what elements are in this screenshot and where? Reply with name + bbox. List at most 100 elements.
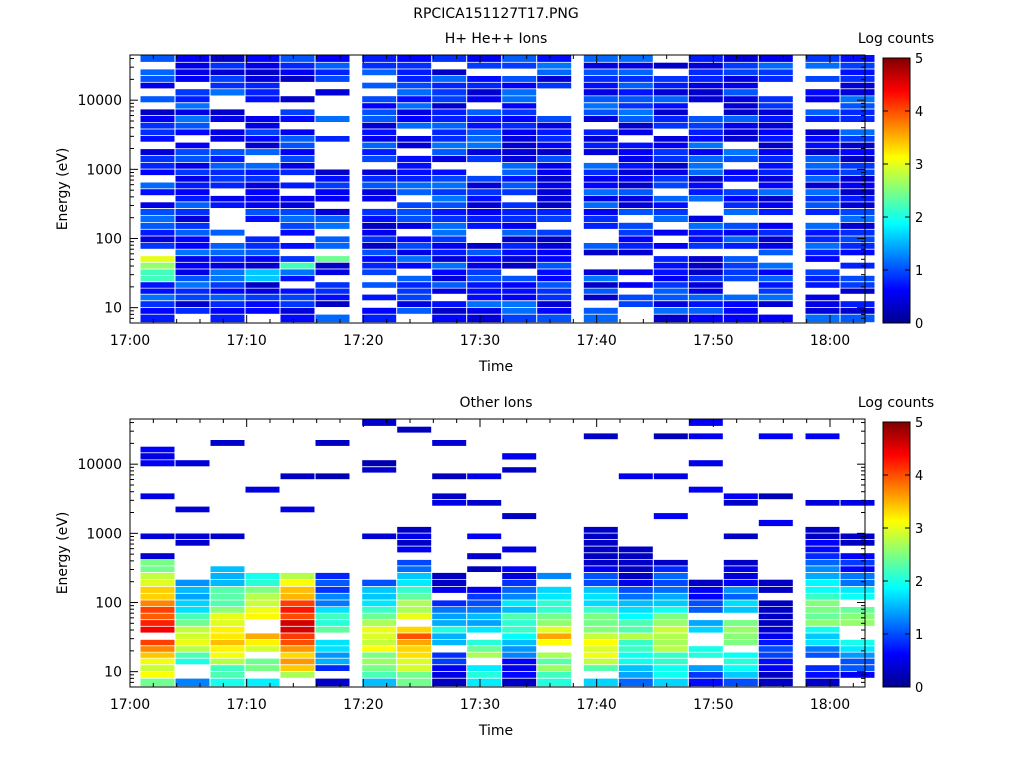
heatmap-cell [432,142,467,149]
heatmap-cell [140,646,175,652]
y-tick-label: 10 [104,665,122,681]
heatmap-cell [140,301,175,307]
heatmap-cell [362,142,397,149]
heatmap-cell [175,142,210,149]
heatmap-cell [315,593,350,600]
heatmap-cell [723,55,758,62]
heatmap-cell [210,600,245,607]
heatmap-cell [280,301,315,307]
heatmap-cell [280,182,315,189]
heatmap-cell [618,566,653,572]
heatmap-cell [758,600,793,607]
heatmap-cell [537,149,572,156]
heatmap-cell [653,579,688,586]
heatmap-cell [362,215,397,222]
heatmap-cell [537,671,572,678]
heatmap-cell [502,626,537,633]
heatmap-cell [362,96,397,103]
heatmap-cell [805,433,840,440]
heatmap-cell [805,607,840,613]
heatmap-cell [362,256,397,262]
heatmap-cell [210,195,245,202]
heatmap-cell [840,129,875,136]
heatmap-cell [362,633,397,640]
heatmap-cell [362,208,397,215]
heatmap-cell [245,579,280,586]
heatmap-cell [280,96,315,103]
heatmap-cell [583,136,618,142]
heatmap-cell [175,294,210,301]
heatmap-cell [175,175,210,182]
heatmap-cell [245,282,280,288]
heatmap-cell [653,613,688,620]
heatmap-cell [502,307,537,314]
heatmap-cell [723,533,758,540]
heatmap-cell [502,256,537,262]
heatmap-cell [688,275,723,282]
heatmap-cell [583,109,618,116]
heatmap-cell [583,282,618,288]
heatmap-cell [758,301,793,307]
heatmap-cell [618,559,653,566]
heatmap-cell [618,626,653,633]
heatmap-cell [723,202,758,208]
heatmap-cell [432,301,467,307]
heatmap-cell [618,229,653,236]
heatmap-cell [653,433,688,440]
heatmap-cell [245,288,280,294]
x-tick-label: 17:30 [460,697,500,713]
heatmap-cell [315,639,350,646]
heatmap-cell [280,256,315,262]
heatmap-cell [175,155,210,163]
heatmap-cell [502,175,537,182]
heatmap-cell [688,116,723,122]
heatmap-cell [805,275,840,282]
heatmap-cell [280,572,315,579]
heatmap-cell [210,307,245,314]
heatmap-cell [688,243,723,249]
heatmap-cell [758,229,793,236]
heatmap-cell [653,62,688,69]
heatmap-cell [245,208,280,215]
heatmap-cell [315,620,350,626]
x-tick-label: 17:20 [343,697,383,713]
heatmap-cell [432,169,467,176]
heatmap-cell [432,129,467,136]
heatmap-cell [537,620,572,626]
heatmap-cell [537,208,572,215]
heatmap-cell [175,533,210,540]
heatmap-cell [583,269,618,276]
heatmap-cell [175,256,210,262]
heatmap-cell [537,626,572,633]
x-tick-label: 17:00 [110,333,150,349]
heatmap-cell [245,175,280,182]
heatmap-cell [432,243,467,249]
heatmap-cell [280,652,315,658]
heatmap-cell [315,665,350,671]
heatmap-cell [280,593,315,600]
heatmap-cell [723,262,758,269]
heatmap-cell [362,593,397,600]
heatmap-cell [653,288,688,294]
heatmap-cell [618,613,653,620]
heatmap-cell [175,162,210,169]
heatmap-cell [245,136,280,142]
heatmap-cell [432,678,467,687]
heatmap-cell [210,249,245,256]
heatmap-cell [245,256,280,262]
heatmap-cell [175,262,210,269]
heatmap-cell [467,553,502,560]
heatmap-cell [653,282,688,288]
heatmap-cell [583,613,618,620]
heatmap-cell [175,76,210,82]
heatmap-cell [653,633,688,640]
heatmap-cell [140,307,175,314]
heatmap-cell [502,275,537,282]
heatmap-cell [397,633,432,640]
heatmap-cell [432,222,467,229]
heatmap-cell [537,600,572,607]
heatmap-cell [805,149,840,156]
heatmap-cell [397,155,432,163]
heatmap-cell [583,96,618,103]
heatmap-cell [362,175,397,182]
